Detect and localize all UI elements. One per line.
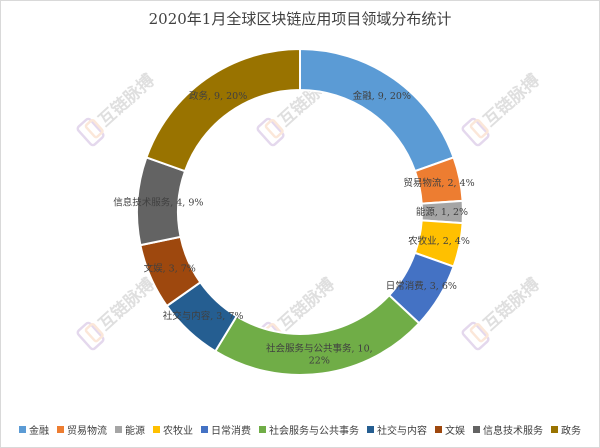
- data-label-6: 社交与内容, 3, 7%: [163, 310, 244, 322]
- data-label-0: 金融, 9, 20%: [353, 90, 411, 102]
- legend-label: 能源: [125, 426, 145, 437]
- legend-label: 贸易物流: [67, 426, 107, 437]
- legend-swatch: [153, 426, 160, 433]
- data-label-1: 贸易物流, 2, 4%: [403, 177, 474, 189]
- legend-label: 信息技术服务: [483, 426, 543, 437]
- legend-swatch: [367, 426, 374, 433]
- legend-swatch: [19, 426, 26, 433]
- watermark-logo: 互链脉搏: [461, 274, 544, 351]
- legend-label: 文娱: [445, 426, 465, 437]
- legend-swatch: [551, 426, 558, 433]
- data-label-7: 文娱, 3, 7%: [144, 263, 196, 275]
- legend-label: 社交与内容: [377, 426, 427, 437]
- svg-text:互链脉搏: 互链脉搏: [479, 274, 544, 335]
- legend-item-8: 信息技术服务: [473, 422, 543, 437]
- legend-label: 日常消费: [211, 426, 251, 437]
- legend-swatch: [473, 426, 480, 433]
- svg-text:互链脉搏: 互链脉搏: [274, 274, 339, 335]
- watermark-logo: 互链脉搏: [461, 70, 544, 147]
- data-label-3: 农牧业, 2, 4%: [408, 235, 470, 247]
- svg-text:互链脉搏: 互链脉搏: [94, 274, 159, 335]
- legend-item-1: 贸易物流: [57, 422, 107, 437]
- legend-swatch: [259, 426, 266, 433]
- legend-item-6: 社交与内容: [367, 422, 427, 437]
- watermark-logo: 互链脉搏: [76, 70, 159, 147]
- slice-0: [299, 47, 455, 173]
- data-label-9: 政务, 9, 20%: [189, 90, 247, 102]
- legend-item-5: 社会服务与公共事务: [259, 422, 359, 437]
- legend-item-3: 农牧业: [153, 422, 193, 437]
- legend-label: 政务: [561, 426, 581, 437]
- legend-label: 农牧业: [163, 426, 193, 437]
- data-label-2: 能源, 1, 2%: [416, 206, 468, 218]
- legend-label: 社会服务与公共事务: [269, 426, 359, 437]
- data-labels: 金融, 9, 20% 贸易物流, 2, 4% 能源, 1, 2% 农牧业, 2, 4%…: [113, 90, 474, 367]
- legend-item-9: 政务: [551, 422, 581, 437]
- legend-item-4: 日常消费: [201, 422, 251, 437]
- legend-item-0: 金融: [19, 422, 49, 437]
- chart-title: 2020年1月全球区块链应用项目领域分布统计: [148, 10, 452, 28]
- svg-text:互链脉搏: 互链脉搏: [479, 70, 544, 131]
- legend-item-2: 能源: [115, 422, 145, 437]
- legend-item-7: 文娱: [435, 422, 465, 437]
- data-label-8: 信息技术服务, 4, 9%: [113, 196, 203, 208]
- legend-swatch: [57, 426, 64, 433]
- legend-swatch: [435, 426, 442, 433]
- data-label-5: 社会服务与公共事务, 10, 22%: [266, 343, 373, 367]
- data-label-4: 日常消费, 3, 6%: [386, 280, 457, 292]
- donut-slices: [136, 47, 464, 376]
- svg-text:互链脉搏: 互链脉搏: [94, 70, 159, 131]
- legend-swatch: [115, 426, 122, 433]
- slice-9: [145, 47, 301, 173]
- legend-swatch: [201, 426, 208, 433]
- legend-label: 金融: [29, 426, 49, 437]
- watermark-logo: 互链脉搏: [76, 274, 159, 351]
- chart-legend: 金融 贸易物流 能源 农牧业 日常消费 社会服务与公共事务 社交与内容 文娱 信息技术服务 政务: [0, 422, 600, 437]
